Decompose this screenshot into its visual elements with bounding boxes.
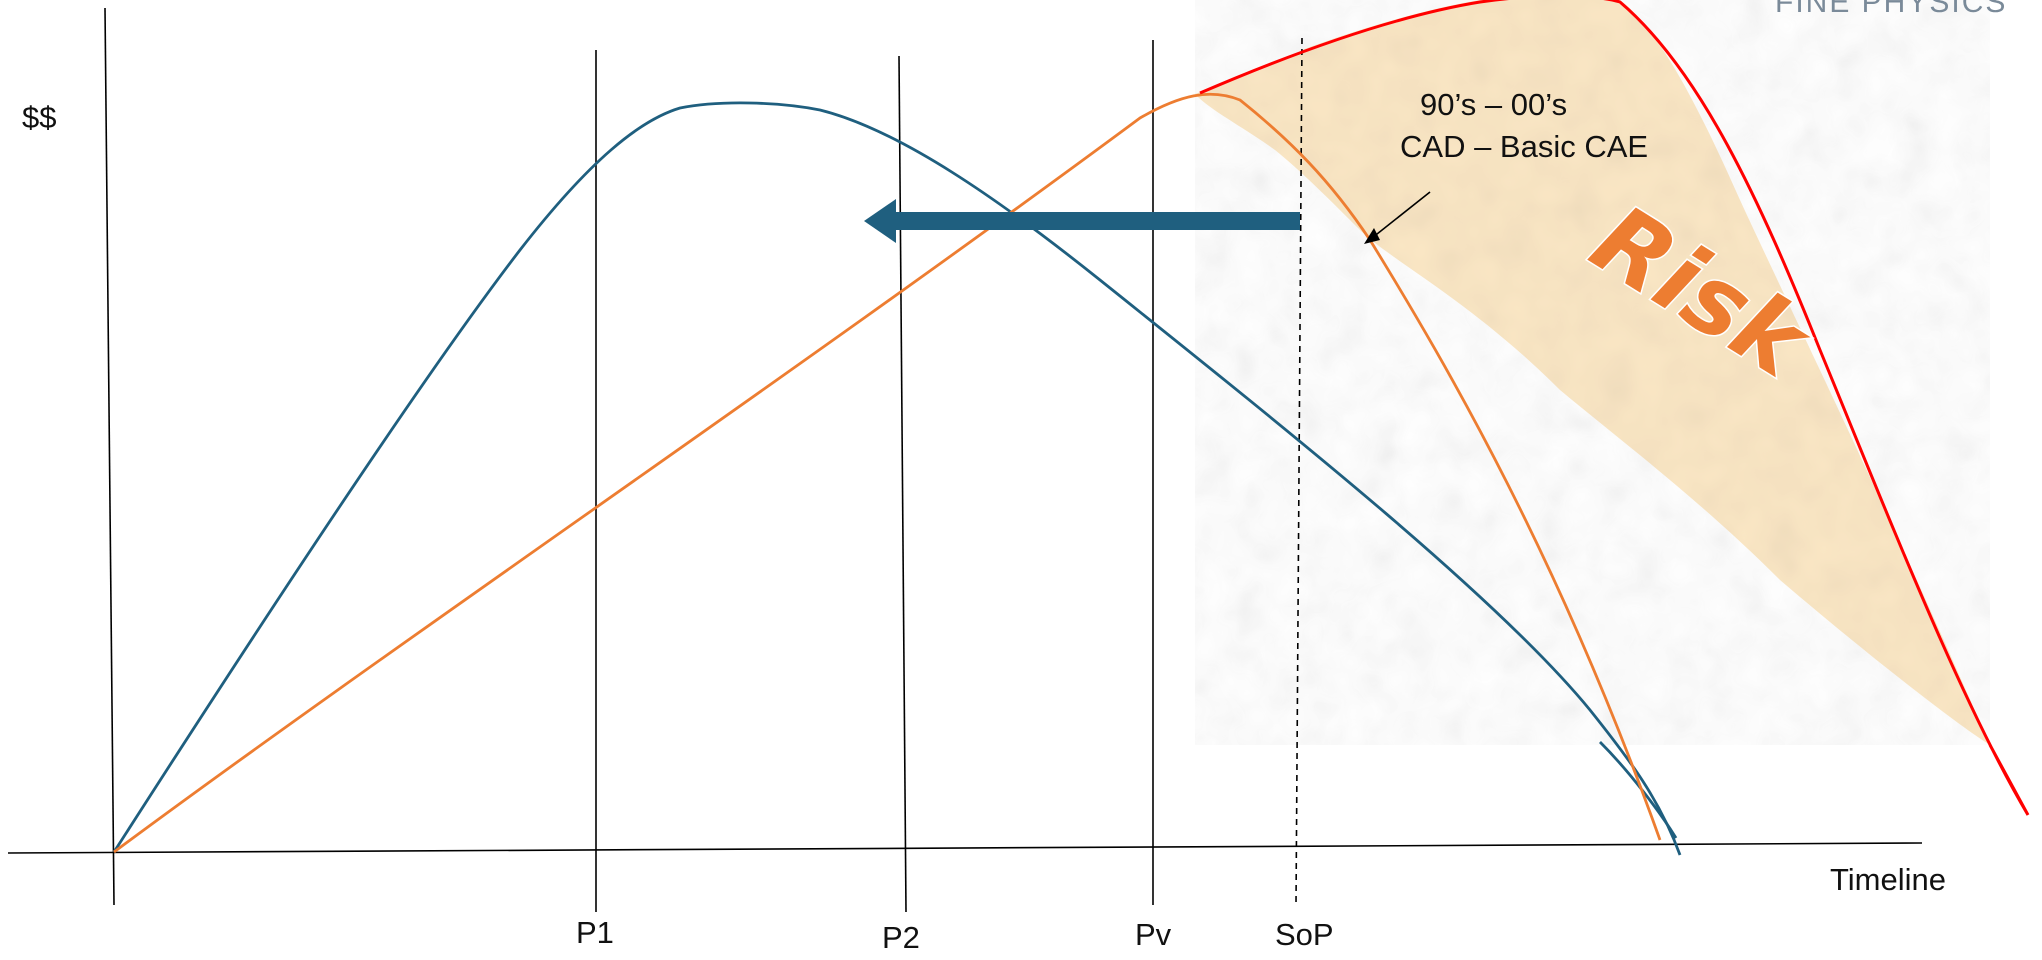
risk-band: [1195, 0, 1990, 745]
annotation-line-2: CAD – Basic CAE: [1400, 129, 1648, 164]
milestone-label-pv: Pv: [1135, 917, 1172, 952]
annotation-line-1: 90’s – 00’s: [1420, 87, 1567, 122]
annotation-pointer: [1371, 191, 1431, 239]
milestone-label-p1: P1: [576, 915, 614, 950]
milestone-line-sop: [1295, 37, 1303, 906]
blue-curve: [112, 101, 1682, 856]
shift-arrow-head: [864, 199, 896, 243]
orange-curve: [113, 92, 1662, 854]
milestone-line-p2: [898, 55, 907, 913]
x-axis: [7, 842, 1923, 854]
blue-curve-tail: [1599, 741, 1678, 839]
red-curve: [1199, 0, 2030, 816]
y-axis: [104, 7, 115, 906]
milestone-label-sop: SoP: [1275, 917, 1334, 952]
milestone-label-p2: P2: [882, 920, 920, 955]
annotation-pointer-head: [1364, 228, 1380, 244]
brand-watermark: FINE PHYSICS: [1775, 0, 2007, 19]
y-axis-label: $$: [22, 100, 56, 135]
x-axis-label: Timeline: [1830, 862, 1946, 897]
